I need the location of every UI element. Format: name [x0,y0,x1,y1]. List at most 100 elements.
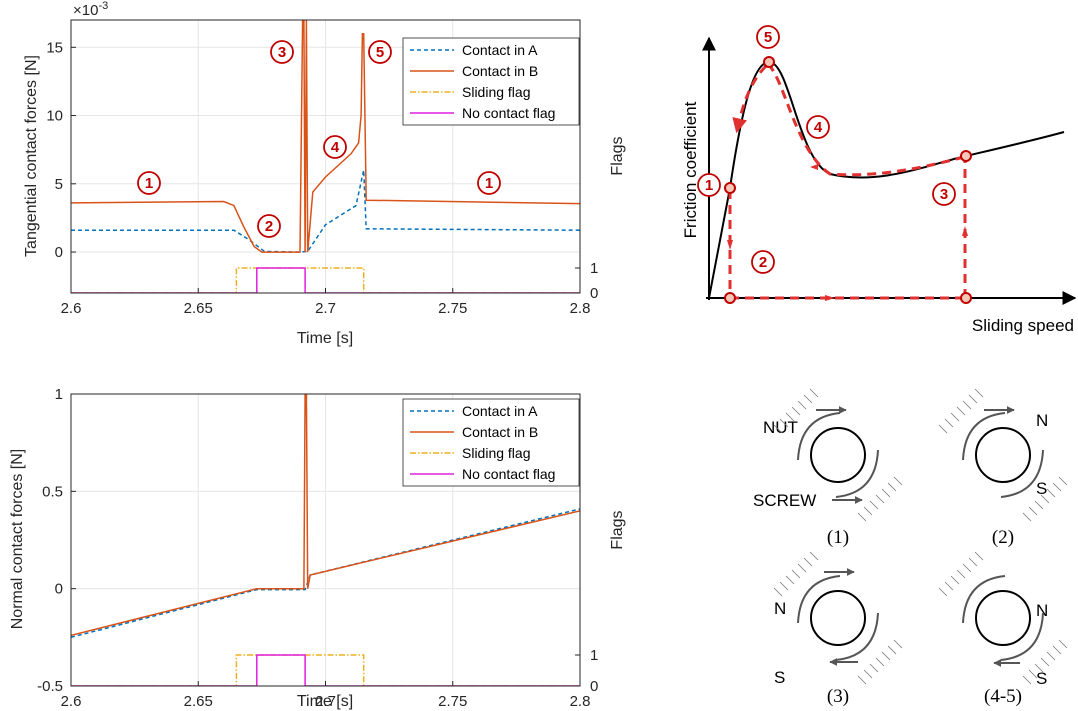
hatch-line [1028,506,1038,516]
hatch-line [857,675,867,685]
hatch-line [791,569,801,579]
y-axis-label: Tangential contact forces [N] [23,55,40,257]
svg-text:5: 5 [764,29,772,46]
label-s-2: S [1036,479,1047,498]
svg-text:4: 4 [331,139,340,156]
hatch-line [875,657,885,667]
sketch-state-3 [773,551,903,685]
hatch-line [1040,657,1050,667]
hatch-line [1052,645,1062,655]
legend-label-b: Contact in B [462,63,538,79]
hatch-line [803,394,813,404]
x-tick-label: 2.8 [570,693,591,710]
label-n-3: N [774,599,786,618]
label-s-45: S [1036,669,1047,688]
legend-label-a: Contact in A [462,42,538,58]
hatch-line [1046,488,1056,498]
hatch-line [893,476,903,486]
hatch-line [887,645,897,655]
y-tick-label: 1 [55,386,63,403]
x-tick-label: 2.75 [438,693,467,710]
x-tick-label: 2.6 [61,300,82,317]
friction-y-label: Friction coefficient [681,101,700,238]
x-axis-label: Time [s] [297,693,353,710]
hatch-line [893,639,903,649]
x-tick-label: 2.75 [438,300,467,317]
nut-flank [1000,449,1044,498]
hatch-line [779,418,789,428]
hatch-line [950,575,960,585]
phase-annotations: 1 2 3 4 5 1 [137,40,501,238]
svg-text:5: 5 [376,44,384,61]
state-points [724,56,972,304]
legend-label-a: Contact in A [462,403,538,419]
hatch-line [1058,476,1068,486]
hatch-line [773,587,783,597]
x-tick-label: 2.65 [184,300,213,317]
y-tick-label: 0.5 [42,483,63,500]
hatch-line [857,512,867,522]
legend-label-nocontact: No contact flag [462,466,555,482]
label-nut: NUT [763,418,798,437]
screw-circle [975,427,1031,483]
hatch-line [869,663,879,673]
caption-2: (2) [992,527,1014,548]
legend-label-b: Contact in B [462,424,538,440]
hatch-line [881,651,891,661]
hatch-line [968,557,978,567]
hatch-line [950,412,960,422]
y2-axis-label: Flags [609,136,626,175]
y-tick-label: 5 [55,176,63,193]
y2-tick-label: 0 [590,678,598,695]
caption-3: (3) [827,686,849,707]
hatch-line [1022,675,1032,685]
legend-label-sliding: Sliding flag [462,84,531,100]
friction-diagram: Friction coefficient Sliding speed 1 2 [681,25,1077,335]
label-n-2: N [1036,411,1048,430]
caption-4-5: (4-5) [984,686,1022,707]
hatch-line [887,482,897,492]
hatch-line [962,563,972,573]
series-line-contact-in-b [71,20,580,253]
annotation-4: 4 [323,135,347,159]
series-group [71,394,580,686]
hatch-line [803,557,813,567]
label-screw: SCREW [753,491,816,510]
hatch-line [974,551,984,561]
y2-tick-label: 1 [590,647,598,664]
annotation-1-right: 1 [477,171,501,195]
hatch-line [1046,651,1056,661]
series-group [71,20,580,293]
svg-text:1: 1 [485,175,493,192]
hatch-line [779,581,789,591]
hatch-line [944,581,954,591]
screw-circle [810,427,866,483]
arrow-up [962,226,968,236]
hatch-line [785,575,795,585]
series-line-no-contact-flag [71,654,580,686]
nut-flank [797,412,841,461]
annotation-2: 2 [257,214,281,238]
y2-axis-label: Flags [609,510,626,549]
y-tick-label: 15 [46,39,63,56]
x-tick-label: 2.65 [184,693,213,710]
hatch-line [1022,512,1032,522]
series-line-contact-in-a [71,508,580,639]
legend-label-sliding: Sliding flag [462,445,531,461]
arrow-left [810,164,818,170]
svg-text:2: 2 [759,254,767,271]
hatch-line [1052,482,1062,492]
hatch-line [938,424,948,434]
hatch-line [974,388,984,398]
sketch-state-2 [938,388,1068,522]
svg-text:4: 4 [814,119,823,136]
y-tick-label: 0 [55,244,63,261]
arrow-right [825,295,835,301]
label-n-45: N [1036,601,1048,620]
svg-text:3: 3 [278,44,286,61]
svg-text:3: 3 [940,186,948,203]
y-tick-label: 10 [46,108,63,125]
nut-flank [962,575,1006,624]
